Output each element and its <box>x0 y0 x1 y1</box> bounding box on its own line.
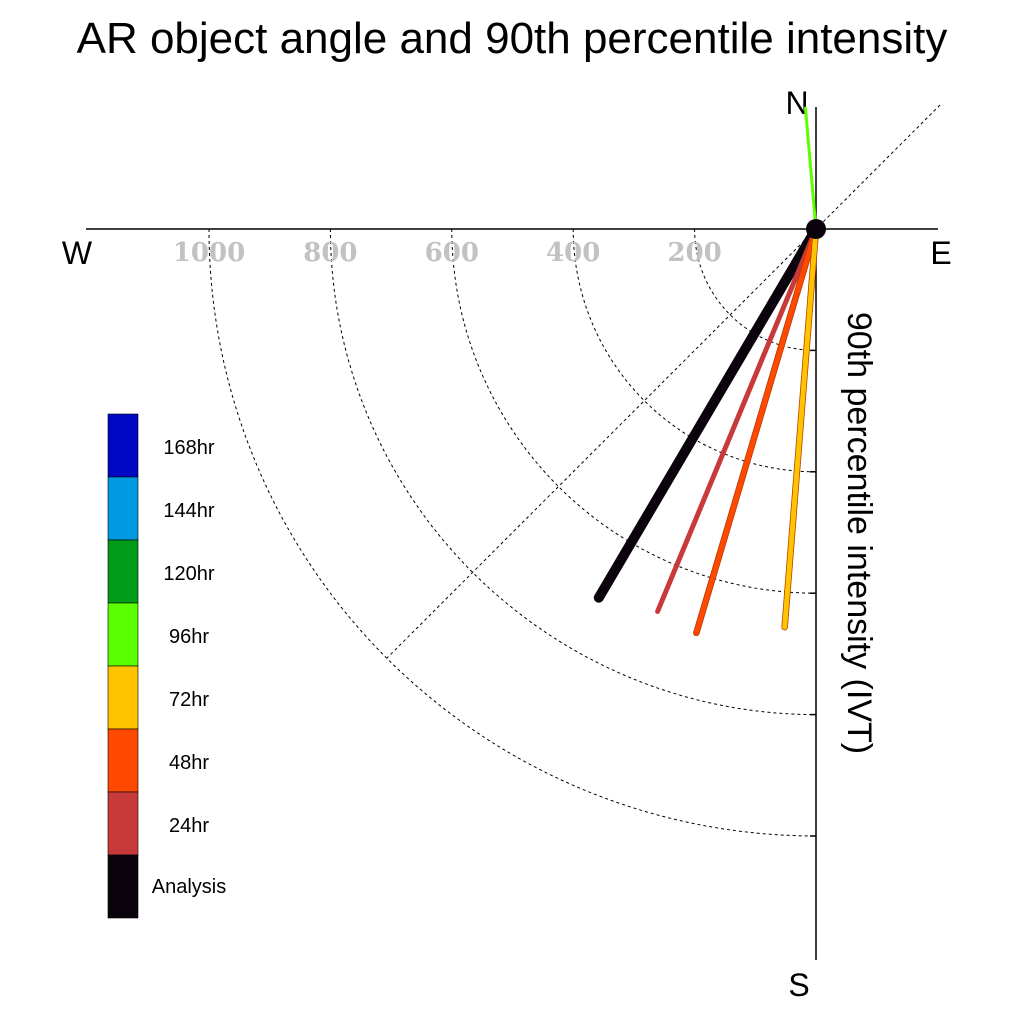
legend-swatch-48hr <box>107 728 139 793</box>
compass-east: E <box>930 235 951 271</box>
compass-north: N <box>785 85 808 121</box>
legend-label-96hr: 96hr <box>169 626 209 648</box>
vector-96hr <box>803 106 818 231</box>
origin-marker <box>806 219 826 239</box>
vector-24hr <box>655 226 819 614</box>
radial-axis-label: 90th percentile intensity (IVT) <box>840 312 878 754</box>
ring-label-400: 400 <box>546 238 600 268</box>
legend: 168hr 144hr 120hr 96hr 72hr 48hr 24hr Analysis <box>107 413 226 919</box>
grid: 200 400 600 800 1000 <box>173 104 941 837</box>
ring-label-600: 600 <box>425 238 479 268</box>
chart-title: AR object angle and 90th percentile inte… <box>76 14 948 63</box>
compass-south: S <box>788 967 809 1003</box>
ring-1000 <box>208 228 817 837</box>
legend-label-168hr: 168hr <box>163 437 214 459</box>
vector-48hr <box>693 226 819 636</box>
ring-400 <box>572 228 817 473</box>
legend-label-72hr: 72hr <box>169 689 209 711</box>
legend-swatch-96hr <box>107 602 139 667</box>
legend-label-144hr: 144hr <box>163 500 214 522</box>
legend-swatch-analysis <box>107 854 139 919</box>
legend-swatch-144hr <box>107 476 139 541</box>
diagonal-gridline <box>386 104 941 659</box>
vectors <box>593 106 826 637</box>
legend-label-24hr: 24hr <box>169 815 209 837</box>
ring-600 <box>451 228 817 594</box>
ring-800 <box>329 228 817 716</box>
axes: N S E W 90th percentile intensity (IVT) <box>62 85 952 1003</box>
legend-swatch-168hr <box>107 413 139 478</box>
legend-swatch-72hr <box>107 665 139 730</box>
legend-swatch-24hr <box>107 791 139 856</box>
ring-label-200: 200 <box>667 238 721 268</box>
compass-west: W <box>62 235 93 271</box>
vector-72hr <box>782 226 819 630</box>
ring-label-800: 800 <box>303 238 357 268</box>
legend-label-120hr: 120hr <box>163 563 214 585</box>
vector-analysis <box>593 224 821 603</box>
legend-swatch-120hr <box>107 539 139 604</box>
legend-label-analysis: Analysis <box>152 876 226 898</box>
ring-label-1000: 1000 <box>173 238 245 268</box>
legend-label-48hr: 48hr <box>169 752 209 774</box>
ring-200 <box>694 228 817 351</box>
